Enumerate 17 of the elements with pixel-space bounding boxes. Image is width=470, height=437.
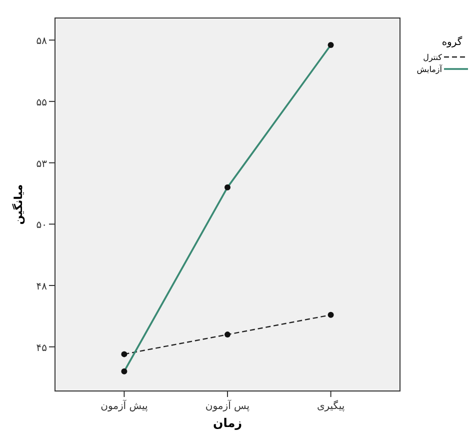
x-tick-label: پس آزمون — [205, 399, 250, 412]
legend-label: کنترل — [423, 53, 442, 62]
y-tick-label: ۴۸ — [36, 281, 48, 292]
y-tick-label: ۵۸ — [36, 36, 48, 48]
y-axis-title: میانگین — [12, 184, 25, 225]
y-tick-label: ۵۳ — [36, 158, 48, 170]
legend-title: گروه — [442, 36, 462, 48]
point — [328, 312, 334, 318]
x-tick-label: پیگیری — [316, 400, 345, 412]
x-tick-label: پیش آزمون — [100, 399, 148, 412]
point — [224, 332, 230, 338]
y-tick-label: ۵۰ — [36, 220, 47, 232]
y-tick-label: ۴۵ — [36, 342, 47, 354]
point — [121, 351, 128, 358]
x-axis-title: زمان — [212, 416, 242, 430]
y-tick-label: ۵۵ — [36, 97, 47, 108]
legend-label: آزمایش — [416, 64, 443, 74]
